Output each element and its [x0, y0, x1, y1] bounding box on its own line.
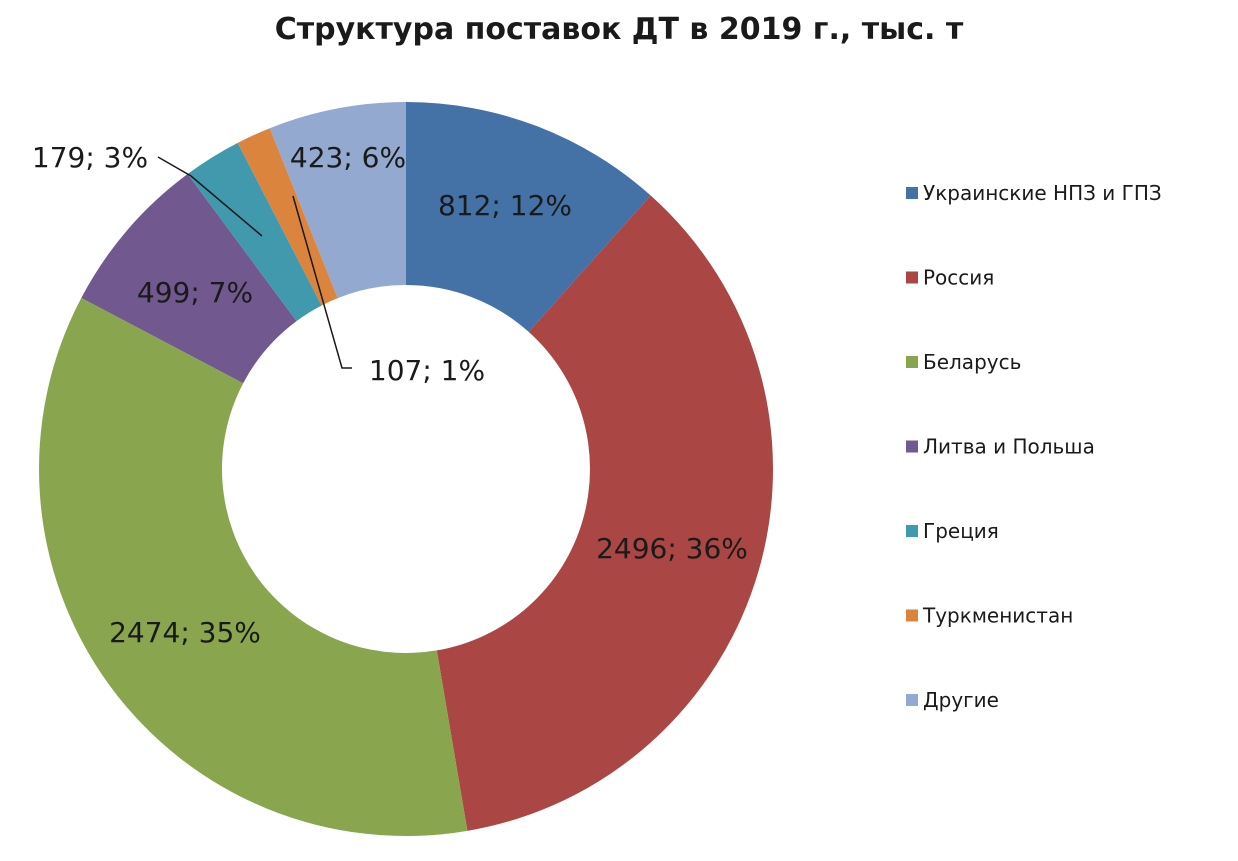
data-label: 107; 1% — [369, 354, 485, 387]
legend-swatch — [906, 356, 918, 368]
legend-label: Литва и Польша — [923, 435, 1095, 459]
leader-line — [292, 195, 352, 369]
data-label: 812; 12% — [438, 189, 572, 222]
legend-swatch — [906, 187, 918, 199]
data-label: 2474; 35% — [109, 616, 261, 649]
leader-line — [157, 156, 263, 237]
legend-label: Греция — [923, 519, 999, 543]
data-label: 423; 6% — [290, 141, 406, 174]
legend-swatch — [906, 694, 918, 706]
donut-slice — [81, 174, 297, 384]
legend-label: Туркменистан — [922, 604, 1073, 628]
donut-slice — [38, 297, 468, 836]
legend-swatch — [906, 271, 918, 284]
legend-swatch — [906, 440, 918, 453]
legend-label: Беларусь — [923, 350, 1021, 374]
data-label: 2496; 36% — [596, 532, 748, 565]
legend-label: Россия — [923, 266, 994, 290]
data-label: 499; 7% — [137, 276, 253, 309]
data-label: 179; 3% — [32, 141, 148, 174]
legend-swatch — [906, 525, 918, 537]
donut-slice — [187, 142, 322, 322]
legend-label: Украинские НПЗ и ГПЗ — [923, 181, 1162, 205]
chart-title: Структура поставок ДТ в 2019 г., тыс. т — [274, 12, 964, 47]
donut-slice — [237, 128, 338, 306]
donut-slice — [269, 102, 406, 299]
legend-swatch — [906, 609, 918, 622]
donut-slice — [406, 102, 651, 332]
donut-slice — [436, 195, 773, 831]
legend-label: Другие — [923, 688, 999, 712]
